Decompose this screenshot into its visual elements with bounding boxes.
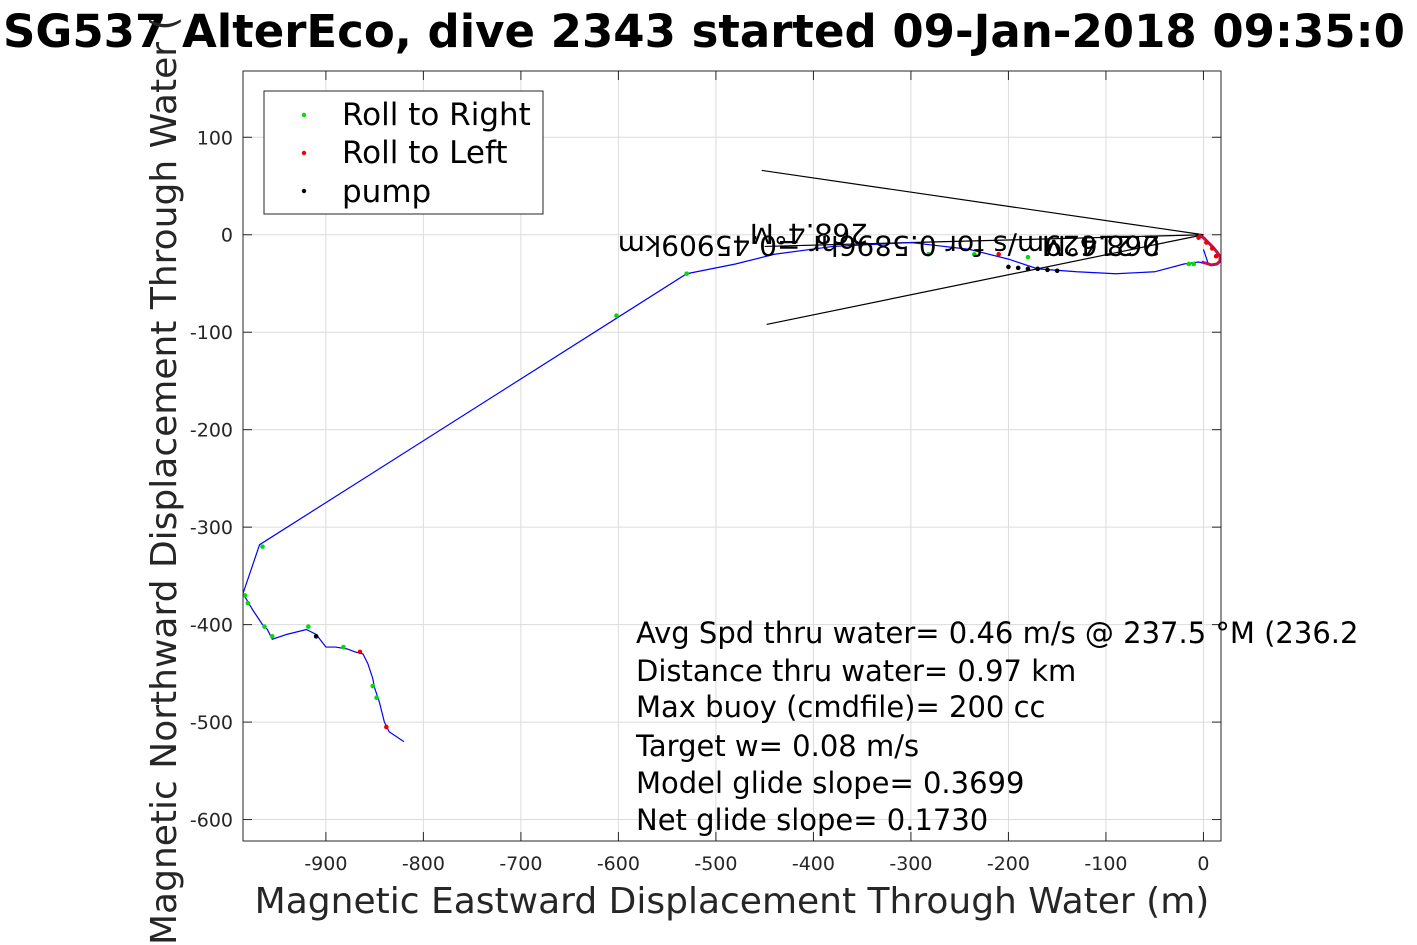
y-tick-label: -400 bbox=[190, 615, 233, 637]
pump-point bbox=[1006, 264, 1011, 270]
mirrored-heading-label-1: 268.4°M bbox=[750, 217, 868, 250]
plot-frame bbox=[242, 70, 1222, 842]
y-tick-label: -600 bbox=[190, 810, 233, 832]
roll-left-point bbox=[357, 649, 363, 655]
legend: Roll to Right Roll to Left pump bbox=[263, 90, 544, 215]
chart-title: SG537 AlterEco, dive 2343 started 09-Jan… bbox=[3, 5, 1405, 58]
x-tick-label: -500 bbox=[694, 853, 737, 875]
y-tick-label: -500 bbox=[190, 712, 233, 734]
roll-left-point bbox=[996, 251, 1001, 257]
roll-right-point bbox=[684, 271, 689, 277]
roll-right-point bbox=[245, 600, 251, 606]
x-axis-label: Magnetic Eastward Displacement Through W… bbox=[255, 881, 1210, 922]
x-tick-label: -300 bbox=[889, 853, 932, 875]
roll-right-point bbox=[374, 695, 379, 701]
roll-right-point bbox=[269, 634, 275, 639]
pump-point bbox=[313, 634, 319, 639]
roll-right-point bbox=[260, 544, 265, 549]
roll-right-point bbox=[243, 593, 248, 598]
roll-right-point bbox=[341, 644, 346, 650]
roll-left-point bbox=[1213, 253, 1219, 259]
x-tick-label: -200 bbox=[987, 853, 1030, 875]
roll-right-point bbox=[614, 313, 619, 318]
x-tick-label: -700 bbox=[499, 853, 542, 875]
stat-distance: Distance thru water= 0.97 km bbox=[636, 654, 1076, 688]
mirrored-annotations: 268.4°M 268.4°M 0.21629m/s for 0.5896hr … bbox=[618, 217, 1160, 262]
x-tick-label: 0 bbox=[1197, 853, 1209, 875]
legend-box bbox=[263, 90, 544, 215]
legend-label-roll-left: Roll to Left bbox=[342, 135, 508, 171]
x-tick-label: -900 bbox=[304, 853, 347, 875]
pump-point bbox=[1035, 266, 1040, 272]
track-line bbox=[243, 241, 1210, 743]
x-tick-label: -100 bbox=[1084, 853, 1127, 875]
pump-point bbox=[1015, 265, 1021, 271]
heading-reference-line bbox=[764, 234, 1204, 248]
roll-left-point bbox=[1204, 240, 1209, 245]
mirrored-heading-label-2: 268.4°M bbox=[1042, 229, 1160, 262]
roll-right-point bbox=[1186, 261, 1192, 267]
roll-right-point bbox=[972, 251, 977, 257]
x-tick-label: -800 bbox=[402, 853, 445, 875]
y-tick-label: -100 bbox=[190, 322, 233, 344]
roll-left-point bbox=[384, 724, 389, 730]
mirrored-speed-summary: 0.21629m/s for 0.5896hr =0.45909km bbox=[618, 229, 1160, 262]
stats-block: Avg Spd thru water= 0.46 m/s @ 237.5 °M … bbox=[635, 616, 1358, 837]
roll-right-point bbox=[1025, 254, 1031, 260]
roll-right-point bbox=[1191, 261, 1196, 267]
x-tick-label: -600 bbox=[597, 853, 640, 875]
y-tick-label: 0 bbox=[221, 225, 233, 247]
y-axis-label: Magnetic Northward Displacement Through … bbox=[144, 16, 185, 945]
roll-right-point bbox=[306, 624, 311, 629]
legend-label-roll-right: Roll to Right bbox=[342, 97, 531, 133]
heading-reference-line bbox=[761, 169, 1204, 236]
legend-marker-roll-left bbox=[301, 150, 307, 156]
roll-left-point bbox=[1209, 246, 1215, 251]
stat-target-w: Target w= 0.08 m/s bbox=[635, 729, 919, 763]
roll-left-point bbox=[1196, 235, 1201, 240]
pump-point bbox=[1025, 266, 1031, 272]
y-tick-label: 100 bbox=[197, 127, 233, 149]
data-layer bbox=[243, 169, 1221, 743]
legend-label-pump: pump bbox=[342, 174, 431, 210]
stat-avg-speed: Avg Spd thru water= 0.46 m/s @ 237.5 °M … bbox=[636, 616, 1358, 650]
roll-right-point bbox=[926, 251, 931, 257]
stat-max-buoy: Max buoy (cmdfile)= 200 cc bbox=[636, 690, 1045, 724]
tick-layer: -900 -800 -700 -600 -500 -400 -300 -200 -100 0 100… bbox=[190, 71, 1221, 875]
roll-right-point bbox=[262, 624, 267, 629]
stat-model-glide: Model glide slope= 0.3699 bbox=[636, 766, 1024, 800]
x-tick-label: -400 bbox=[792, 853, 835, 875]
pump-point bbox=[1045, 267, 1050, 273]
pump-point bbox=[1054, 268, 1060, 274]
legend-marker-roll-right bbox=[301, 112, 307, 118]
y-tick-label: -300 bbox=[190, 517, 233, 539]
roll-right-point bbox=[370, 683, 375, 689]
legend-marker-pump bbox=[301, 188, 307, 194]
heading-reference-line bbox=[766, 234, 1204, 326]
y-tick-label: -200 bbox=[190, 420, 233, 442]
stat-net-glide: Net glide slope= 0.1730 bbox=[636, 803, 988, 837]
